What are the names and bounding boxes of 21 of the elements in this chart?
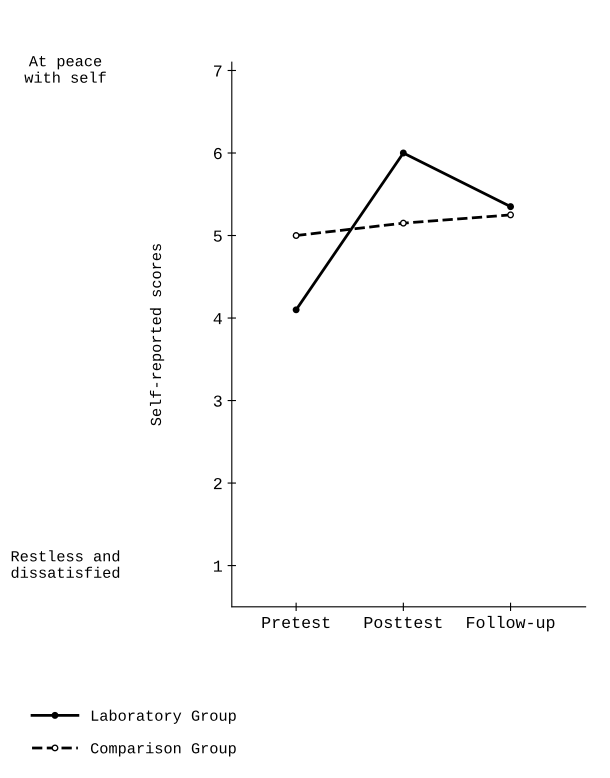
point <box>400 220 407 227</box>
x-tick-label: Follow-up <box>467 616 554 632</box>
point <box>507 203 514 210</box>
y-tick-label: 5 <box>214 230 222 242</box>
text: At peace with self <box>24 56 106 83</box>
text: Restless and dissatisfied <box>12 550 120 578</box>
y-tick-label: 2 <box>214 478 222 490</box>
y-axis-title: Self-reported scores <box>150 244 164 426</box>
point <box>507 211 514 218</box>
x-tick-label: Posttest <box>364 616 442 628</box>
x-tick-label: Pretest <box>262 616 330 628</box>
point <box>292 232 300 239</box>
legend-label: Laboratory Group <box>92 710 236 724</box>
legend-label: Comparison Group <box>90 742 236 756</box>
point <box>400 150 407 156</box>
point <box>292 306 300 314</box>
y-tick-label: 3 <box>214 395 222 407</box>
y-tick-label: 6 <box>214 148 222 160</box>
y-tick-label: 4 <box>214 313 222 324</box>
y-tick-label: 7 <box>214 66 222 77</box>
y-tick-label: 1 <box>214 560 222 572</box>
